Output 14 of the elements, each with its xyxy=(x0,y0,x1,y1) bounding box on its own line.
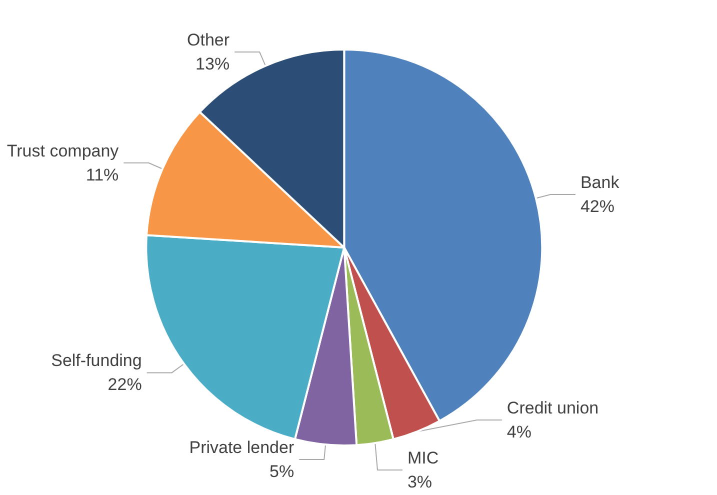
data-label: 4% xyxy=(506,422,532,442)
slice-label: MIC xyxy=(407,448,439,468)
data-label: 13% xyxy=(196,54,230,74)
slice-label: Other xyxy=(187,30,230,50)
slice-label: Trust company xyxy=(6,141,120,160)
slice-label: Credit union xyxy=(506,398,599,418)
data-label: 3% xyxy=(407,472,432,492)
slice-label: Bank xyxy=(580,173,620,192)
data-label: 5% xyxy=(270,462,294,482)
data-label: 42% xyxy=(580,197,614,216)
slice-label: Private lender xyxy=(189,438,294,458)
data-label: 22% xyxy=(108,375,142,394)
slice-label: Self-funding xyxy=(51,351,142,370)
data-label: 11% xyxy=(86,165,119,184)
